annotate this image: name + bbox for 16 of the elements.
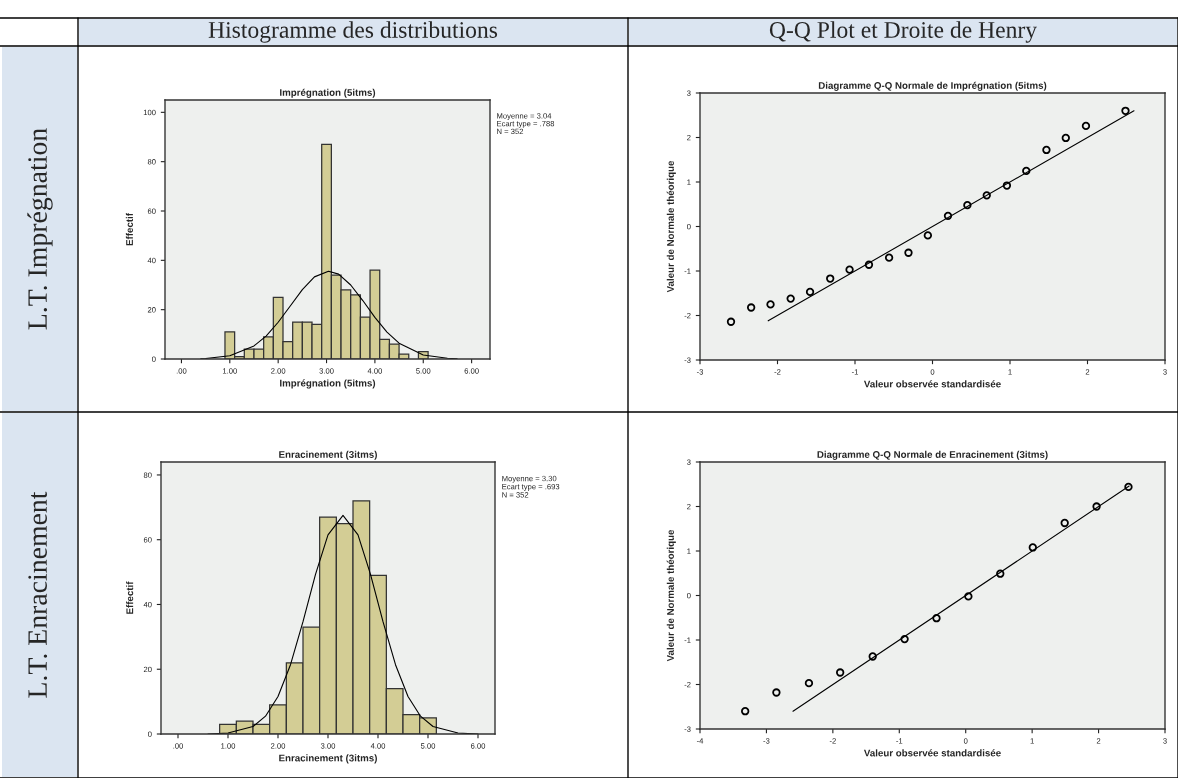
y-axis-title: Effectif — [126, 581, 134, 614]
text: L.T. Enracinement — [28, 491, 48, 698]
x-axis-title: Valeur observée standardisée — [863, 749, 1001, 757]
y-axis-title: Valeur de Normale théorique — [666, 529, 676, 662]
chart-title: Diagramme Q-Q Normale de Enracinement (3itms) — [817, 450, 1048, 460]
chart-title: Diagramme Q-Q Normale de Imprégnation (5itms) — [818, 81, 1047, 91]
x-axis-title: Valeur observée standardisée — [863, 380, 1001, 388]
text: L.T. Imprégnation — [27, 128, 53, 330]
x-axis-title: Imprégnation (5itms) — [280, 379, 376, 389]
y-axis-title: Effectif — [125, 213, 133, 246]
y-axis-title: Valeur de Normale théorique — [666, 160, 676, 293]
chart-title: Imprégnation (5itms) — [280, 88, 376, 98]
x-axis-title: Enracinement (3itms) — [279, 754, 377, 764]
chart-title: Enracinement (3itms) — [279, 450, 377, 460]
text: Q-Q Plot et Droite de Henry — [769, 21, 1037, 43]
text: Histogramme des distributions — [208, 21, 498, 43]
